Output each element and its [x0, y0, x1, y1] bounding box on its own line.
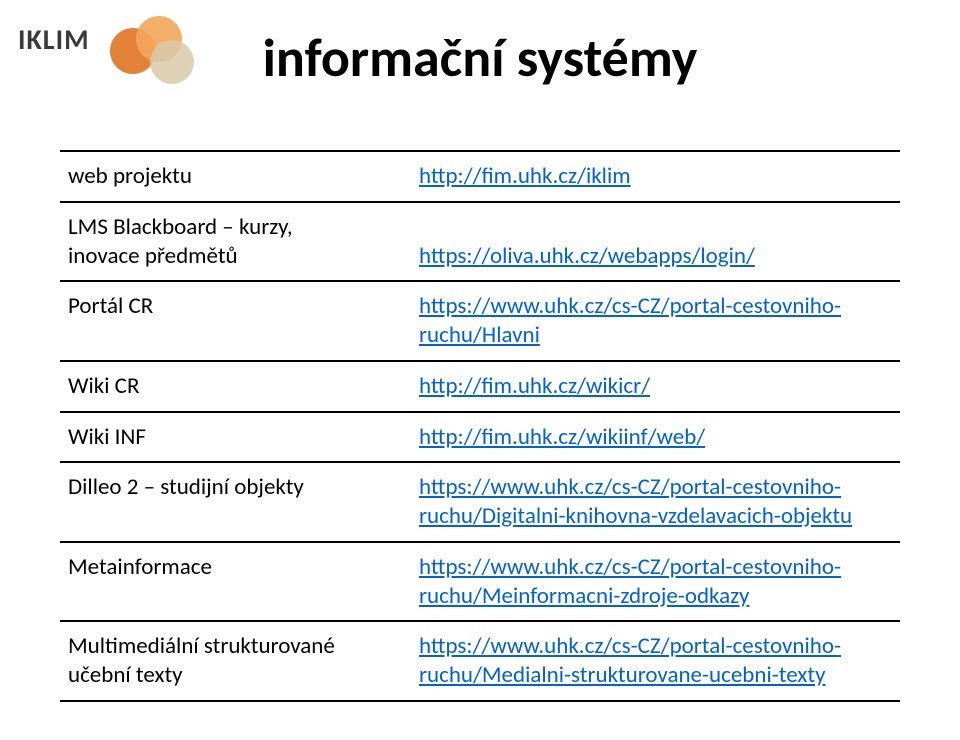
row-link-cell: http://fim.uhk.cz/wikiinf/web/ — [411, 412, 900, 463]
table-row: Wiki CR http://fim.uhk.cz/wikicr/ — [60, 361, 900, 412]
row-link[interactable]: https://www.uhk.cz/cs-CZ/portal-cestovni… — [419, 553, 841, 610]
links-table: web projektu http://fim.uhk.cz/iklim LMS B… — [60, 150, 900, 702]
table-row: Metainformacehttps://www.uhk.cz/cs-CZ/po… — [60, 542, 900, 622]
table-row: web projektu http://fim.uhk.cz/iklim — [60, 151, 900, 202]
logo-text: IKLIM — [18, 22, 90, 57]
row-label: web projektu — [60, 151, 411, 202]
links-table-body: web projektu http://fim.uhk.cz/iklim LMS B… — [60, 151, 900, 701]
row-link[interactable]: http://fim.uhk.cz/iklim — [419, 162, 631, 190]
row-link-cell: https://oliva.uhk.cz/webapps/login/ — [411, 202, 900, 282]
row-link[interactable]: https://www.uhk.cz/cs-CZ/portal-cestovni… — [419, 473, 852, 530]
row-label: Metainformace — [60, 542, 411, 622]
table-row: LMS Blackboard – kurzy,inovace předmětů h… — [60, 202, 900, 282]
table-row: Wiki INF http://fim.uhk.cz/wikiinf/web/ — [60, 412, 900, 463]
row-link-cell: https://www.uhk.cz/cs-CZ/portal-cestovni… — [411, 462, 900, 542]
row-label: LMS Blackboard – kurzy,inovace předmětů — [60, 202, 411, 282]
row-link[interactable]: http://fim.uhk.cz/wikicr/ — [419, 372, 650, 400]
row-link-cell: http://fim.uhk.cz/wikicr/ — [411, 361, 900, 412]
row-link[interactable]: https://www.uhk.cz/cs-CZ/portal-cestovni… — [419, 632, 841, 689]
page-title: informační systémy — [0, 25, 960, 91]
row-link[interactable]: http://fim.uhk.cz/wikiinf/web/ — [419, 423, 705, 451]
table-row: Portál CRhttps://www.uhk.cz/cs-CZ/portal… — [60, 281, 900, 361]
row-link-cell: https://www.uhk.cz/cs-CZ/portal-cestovni… — [411, 621, 900, 701]
logo: IKLIM — [18, 22, 90, 57]
row-link[interactable]: https://www.uhk.cz/cs-CZ/portal-cestovni… — [419, 292, 841, 349]
row-link-cell: https://www.uhk.cz/cs-CZ/portal-cestovni… — [411, 542, 900, 622]
table-row: Multimediální strukturovanéučební textyh… — [60, 621, 900, 701]
row-label: Dilleo 2 – studijní objekty — [60, 462, 411, 542]
row-link[interactable]: https://oliva.uhk.cz/webapps/login/ — [419, 242, 755, 270]
row-label: Portál CR — [60, 281, 411, 361]
row-label: Multimediální strukturovanéučební texty — [60, 621, 411, 701]
row-label: Wiki INF — [60, 412, 411, 463]
row-label: Wiki CR — [60, 361, 411, 412]
slide: IKLIM informační systémy web projektu htt… — [0, 0, 960, 740]
row-link-cell: https://www.uhk.cz/cs-CZ/portal-cestovni… — [411, 281, 900, 361]
table-row: Dilleo 2 – studijní objektyhttps://www.u… — [60, 462, 900, 542]
row-link-cell: http://fim.uhk.cz/iklim — [411, 151, 900, 202]
